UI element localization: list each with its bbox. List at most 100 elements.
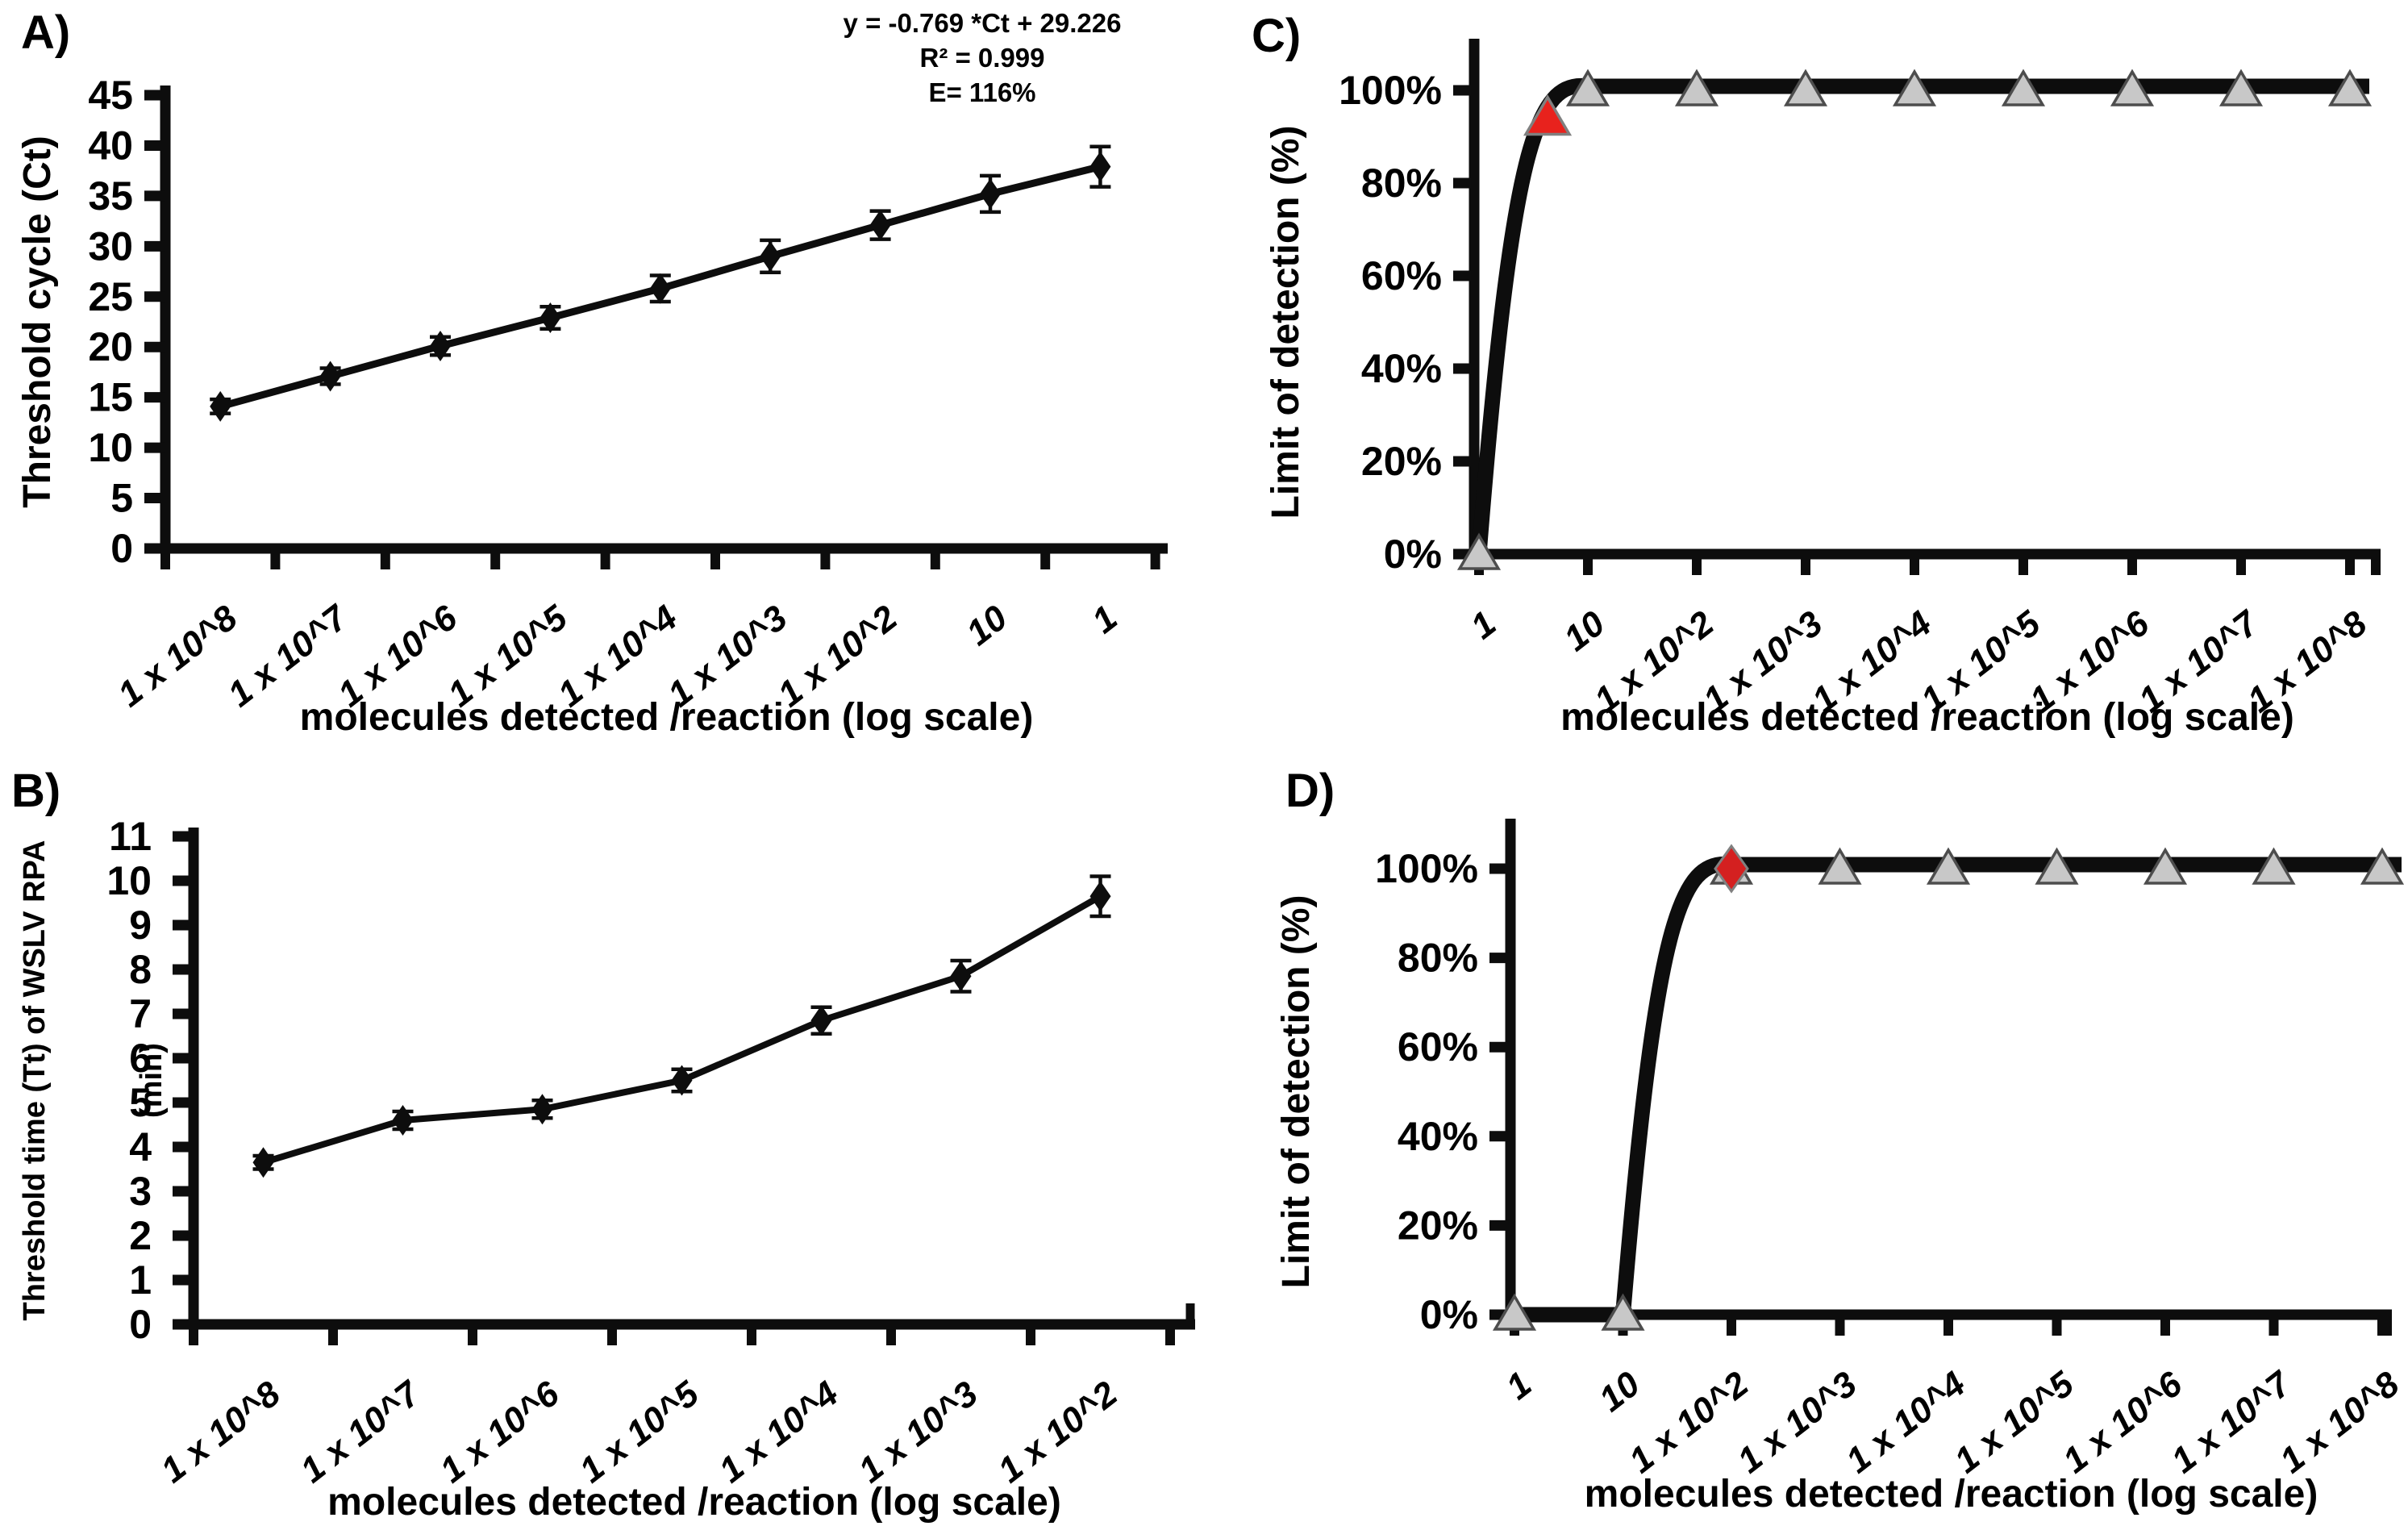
x-axis-title: molecules detected /reaction (log scale) xyxy=(1585,1473,2318,1516)
y-tick-label: 3 xyxy=(129,1169,152,1214)
y-tick-label: 100% xyxy=(1339,68,1442,113)
red-lod-diamond xyxy=(1714,844,1749,894)
series xyxy=(1492,844,2405,1331)
x-tick-label: 1 x 10^8 xyxy=(2273,1364,2407,1481)
data-point-triangle xyxy=(1565,69,1610,106)
y-tick-label: 20% xyxy=(1361,439,1442,484)
x-tick-label: 1 x 10^2 xyxy=(991,1374,1126,1491)
data-point-diamond xyxy=(210,390,231,422)
y-tick-label: 40 xyxy=(88,123,133,168)
data-point-diamond xyxy=(649,273,671,304)
panel-label-a: A) xyxy=(21,6,71,59)
panel-label-d: D) xyxy=(1285,765,1335,817)
y-axis-title: Limit of detection (%) xyxy=(1275,895,1318,1289)
y-tick-label: 100% xyxy=(1375,846,1478,891)
y-tick-label: 1 xyxy=(129,1257,152,1303)
x-tick-label: 10 xyxy=(959,598,1014,653)
y-tick-label: 35 xyxy=(88,173,133,219)
plot-area-C: 100%80%60%40%20%0%1 101 x 10^21 x 10^31 x… xyxy=(1264,39,2381,739)
regression-annotation: y = -0.769 *Ct + 29.226 R² = 0.999 E= 11… xyxy=(781,6,1184,110)
y-axis-title: Limit of detection (%) xyxy=(1264,126,1307,519)
axes xyxy=(160,85,1168,554)
series xyxy=(210,144,1111,422)
data-point-triangle xyxy=(2035,847,2079,885)
data-point-triangle xyxy=(2327,69,2373,106)
y-tick-label: 40% xyxy=(1361,346,1442,391)
panel-d-chart: 100%80%60%40%20%0%1 101 x 10^21 x 10^31 x… xyxy=(1275,819,2407,1516)
series-line xyxy=(1471,77,2369,555)
y-tick-label: 20% xyxy=(1398,1203,1478,1248)
data-point-diamond xyxy=(319,361,341,392)
data-point-triangle xyxy=(2001,69,2046,106)
y-tick-label: 15 xyxy=(88,375,133,420)
data-point-triangle xyxy=(2218,69,2264,106)
y-tick-label: 60% xyxy=(1398,1024,1478,1069)
y-tick-label: 80% xyxy=(1398,936,1478,981)
y-tick-label: 10 xyxy=(88,425,133,470)
r-squared-value: R² = 0.999 xyxy=(919,42,1045,73)
x-tick-label: 10 xyxy=(1556,603,1612,659)
x-tick-label: 1 xyxy=(1464,603,1503,647)
y-tick-label: 5 xyxy=(129,1080,152,1125)
x-axis-title: molecules detected /reaction (log scale) xyxy=(327,1481,1061,1524)
y-tick-label: 60% xyxy=(1361,253,1442,298)
y-tick-label: 5 xyxy=(110,476,133,521)
data-point-diamond xyxy=(392,1105,414,1136)
axes xyxy=(1469,39,2381,560)
data-point-triangle xyxy=(1456,532,1502,570)
error-bars xyxy=(252,874,1111,1171)
x-axis-title: molecules detected /reaction (log scale) xyxy=(1560,696,2294,739)
red-lod-triangle xyxy=(1523,94,1573,136)
plot-area-D: 100%80%60%40%20%0%1 101 x 10^21 x 10^31 x… xyxy=(1275,819,2407,1516)
data-point-diamond xyxy=(950,961,972,992)
y-axis-ticks: 100% 80% 60% 40% 20% 0% xyxy=(1339,68,1474,577)
panel-label-c: C) xyxy=(1252,10,1302,62)
x-tick-label: 1 xyxy=(1085,598,1124,641)
y-tick-label: 10 xyxy=(106,858,152,903)
y-tick-label: 9 xyxy=(129,903,152,948)
series xyxy=(252,874,1111,1178)
x-tick-label: 1 x 10^3 xyxy=(1731,1364,1864,1481)
y-axis-ticks: 100% 80% 60% 40% 20% 0% xyxy=(1375,846,1510,1337)
efficiency-value: E= 116% xyxy=(928,77,1036,107)
y-tick-label: 11 xyxy=(109,814,152,859)
x-axis-ticks: 1 101 x 10^21 x 10^31 x 10^41 x 10^51 x 1… xyxy=(1499,1315,2407,1481)
data-point-diamond xyxy=(980,178,1001,210)
data-point-diamond xyxy=(760,240,781,272)
x-axis-ticks: 1 x 10^81 x 10^71 x 10^61 x 10^51 x 10^4… xyxy=(110,548,1160,715)
data-point-triangle xyxy=(1601,1293,1645,1331)
axes xyxy=(1505,819,2392,1320)
x-tick-label: 1 x 10^4 xyxy=(1839,1364,1973,1481)
x-tick-label: 1 x 10^4 xyxy=(712,1374,846,1491)
data-point-diamond xyxy=(540,302,561,334)
series-line xyxy=(1514,856,2402,1323)
y-tick-label: 2 xyxy=(129,1213,152,1258)
x-tick-label: 10 xyxy=(1592,1364,1648,1420)
data-point-diamond xyxy=(1089,881,1111,912)
y-tick-label: 0 xyxy=(110,526,133,571)
x-tick-label: 1 x 10^8 xyxy=(110,598,245,715)
x-tick-label: 1 x 10^6 xyxy=(433,1374,568,1491)
panel-c-chart: 100%80%60%40%20%0%1 101 x 10^21 x 10^31 x… xyxy=(1264,39,2381,739)
data-point-diamond xyxy=(531,1094,553,1125)
y-tick-label: 0 xyxy=(129,1302,152,1347)
data-point-diamond xyxy=(252,1147,274,1178)
x-tick-label: 1 xyxy=(1499,1364,1539,1407)
data-point-diamond xyxy=(810,1005,832,1036)
y-tick-label: 30 xyxy=(88,223,133,269)
data-point-triangle xyxy=(2110,69,2155,106)
y-tick-label: 0% xyxy=(1384,532,1442,577)
y-tick-label: 25 xyxy=(88,274,133,319)
x-tick-label: 1 x 10^3 xyxy=(852,1374,985,1491)
x-tick-label: 1 x 10^6 xyxy=(2056,1364,2190,1481)
data-point-triangle xyxy=(1892,69,1937,106)
y-tick-label: 4 xyxy=(129,1124,152,1170)
x-tick-label: 1 x 10^7 xyxy=(294,1373,429,1491)
data-point-triangle xyxy=(1818,847,1862,885)
